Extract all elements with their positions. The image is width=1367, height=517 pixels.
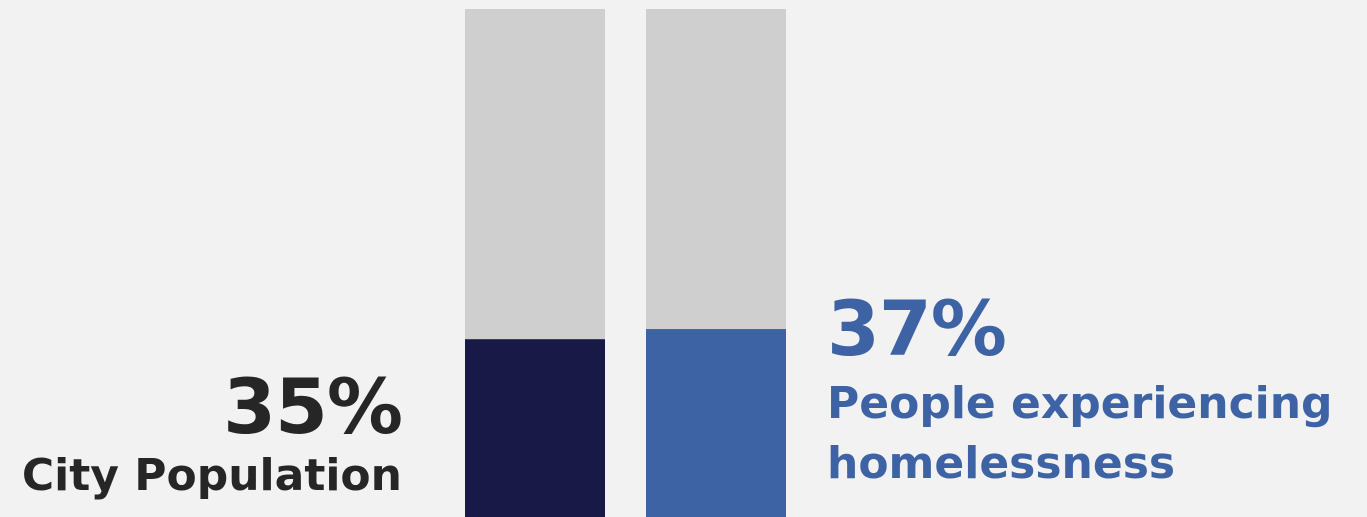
homelessness-label-line2: homelessness (827, 438, 1176, 489)
city-population-value: 35% (223, 362, 403, 451)
homelessness-value: 37% (827, 284, 1007, 373)
homelessness-annotation: 37% People experiencing homelessness (827, 284, 1333, 494)
city-population-bar-fill (465, 339, 605, 517)
city-population-annotation: 35% City Population (21, 362, 403, 503)
homelessness-bar-fill (646, 329, 786, 517)
homelessness-label-line1: People experiencing (827, 378, 1333, 429)
city-population-label: City Population (21, 450, 402, 501)
